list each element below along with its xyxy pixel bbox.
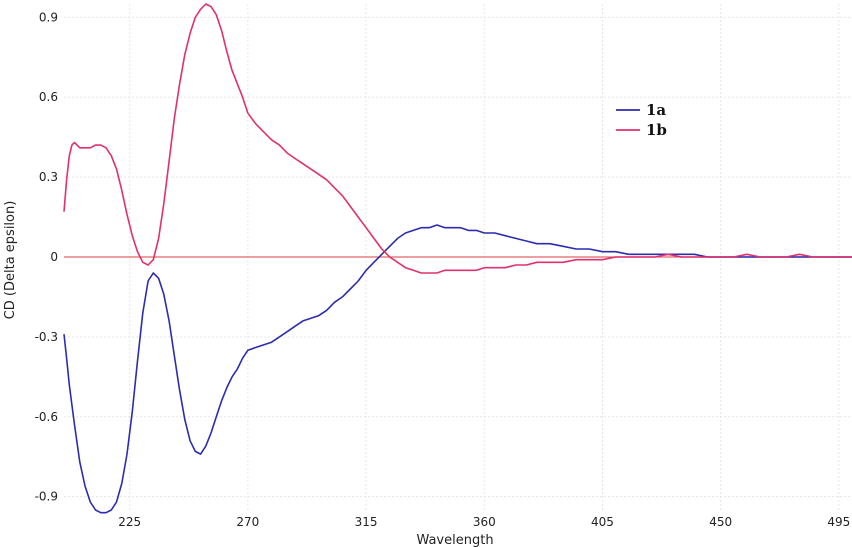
x-tick-label: 405 <box>591 515 614 529</box>
y-tick-label: 0 <box>50 250 58 264</box>
y-axis-ticks: 0.9 0.6 0.3 0 -0.3 -0.6 -0.9 <box>35 10 58 503</box>
y-axis-label: CD (Delta epsilon) <box>3 201 18 320</box>
y-tick-label: -0.9 <box>35 490 58 504</box>
x-axis-ticks: 225 270 315 360 405 450 495 <box>118 515 850 529</box>
x-tick-label: 225 <box>118 515 141 529</box>
x-tick-label: 495 <box>827 515 850 529</box>
x-tick-label: 450 <box>709 515 732 529</box>
legend-label-1a: 1a <box>646 101 666 119</box>
x-axis-label: Wavelength <box>416 533 493 547</box>
series-line-1a <box>63 224 852 514</box>
x-tick-label: 270 <box>236 515 259 529</box>
y-tick-label: 0.3 <box>39 170 58 184</box>
x-tick-label: 360 <box>473 515 496 529</box>
series-layer <box>63 3 852 514</box>
y-tick-label: -0.3 <box>35 330 58 344</box>
y-tick-label: -0.6 <box>35 410 58 424</box>
series-line-1b <box>63 3 852 274</box>
y-tick-label: 0.9 <box>39 10 58 24</box>
legend-label-1b: 1b <box>646 121 667 139</box>
x-tick-label: 315 <box>355 515 378 529</box>
y-tick-label: 0.6 <box>39 90 58 104</box>
